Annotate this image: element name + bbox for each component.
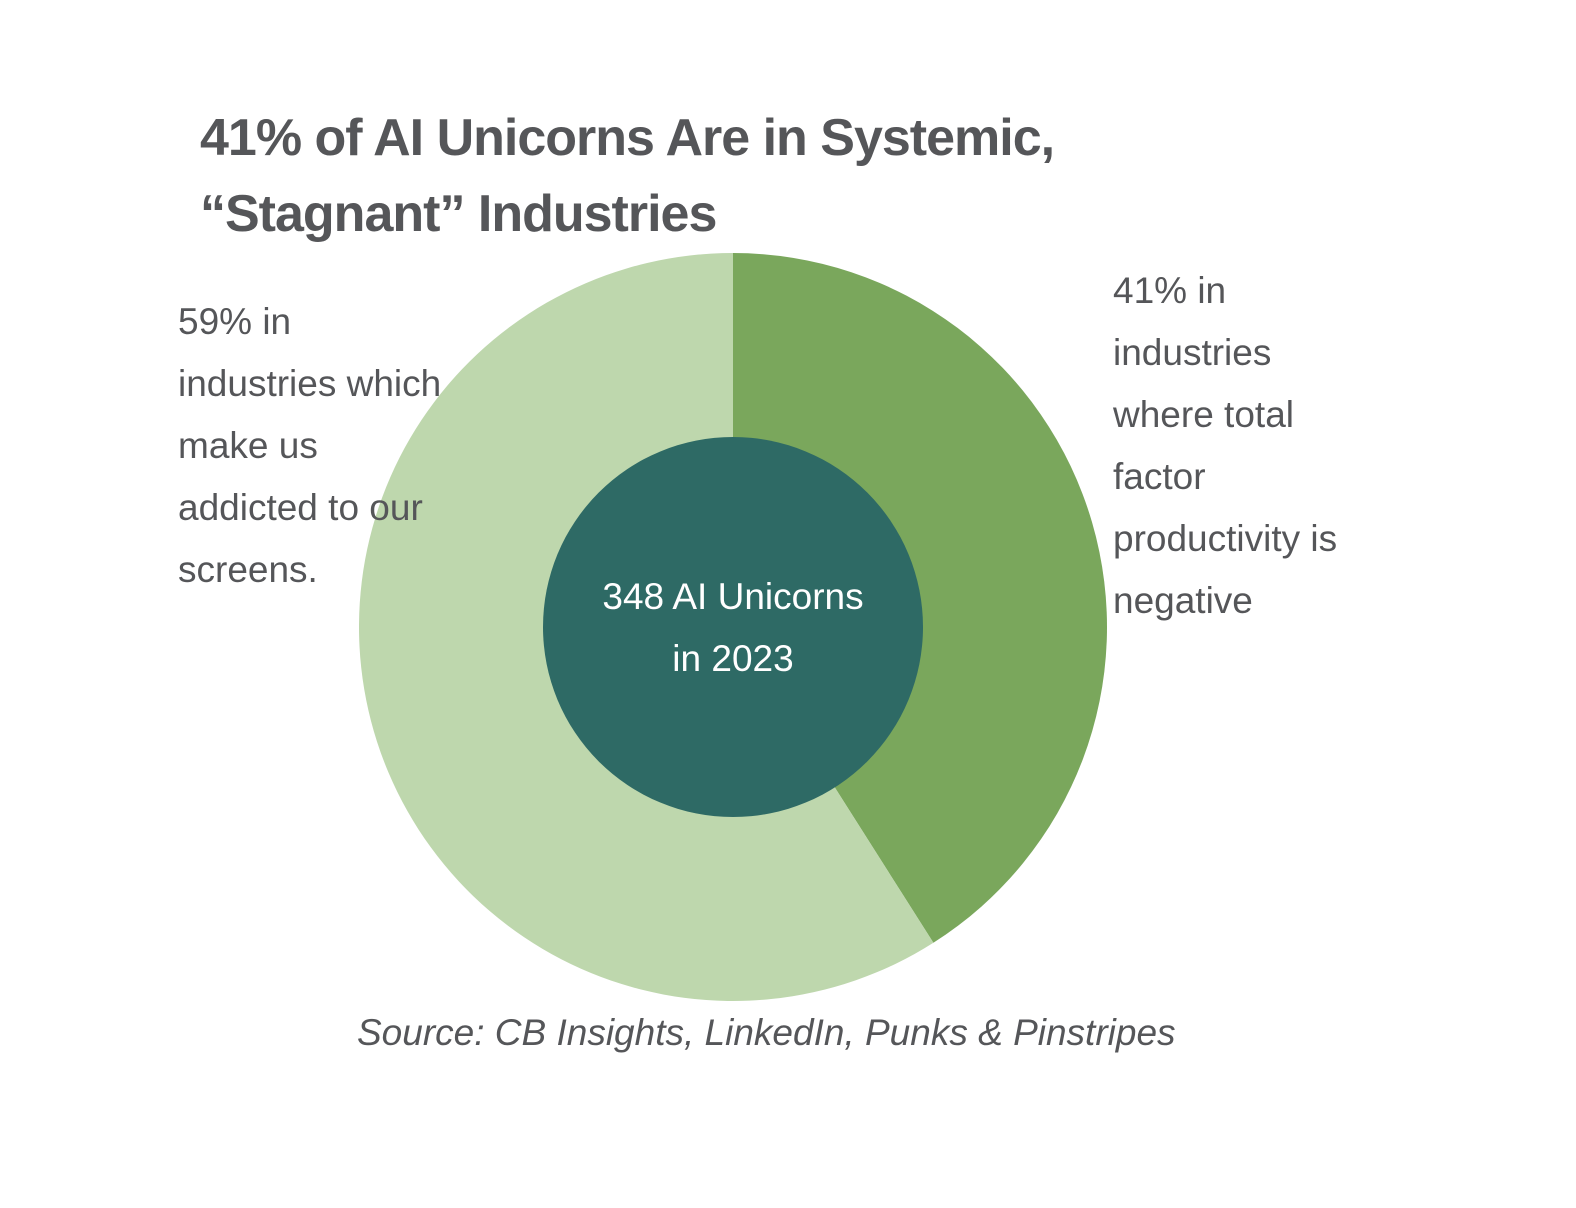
slice-label-negative-tfp-line-1: 41% in (1113, 270, 1227, 311)
slice-label-negative-tfp-line-3: where total (1113, 394, 1294, 435)
slice-label-screens-line-3: make us (178, 425, 318, 466)
donut-center-circle (543, 437, 923, 817)
slice-label-negative-tfp-line-4: factor (1113, 456, 1206, 497)
donut-center-label-line-2: in 2023 (672, 638, 794, 679)
slice-label-screens-line-5: screens. (178, 549, 318, 590)
slice-label-screens-line-2: industries which (178, 363, 442, 404)
slice-label-screens: 59% in industries which make us addicted… (178, 291, 441, 601)
donut-center-label-line-1: 348 AI Unicorns (602, 576, 864, 617)
slice-label-negative-tfp: 41% in industries where total factor pro… (1113, 260, 1337, 632)
chart-title-line-1: 41% of AI Unicorns Are in Systemic, (200, 109, 1055, 167)
donut-center-label: 348 AI Unicorns in 2023 (583, 566, 883, 690)
slice-label-screens-line-4: addicted to our (178, 487, 423, 528)
source-note: Source: CB Insights, LinkedIn, Punks & P… (357, 1012, 1176, 1053)
slice-label-negative-tfp-line-5: productivity is (1113, 518, 1338, 559)
slice-label-negative-tfp-line-6: negative (1113, 580, 1253, 621)
slice-label-screens-line-1: 59% in (178, 301, 292, 342)
chart-title-line-2: “Stagnant” Industries (200, 185, 717, 243)
slice-label-negative-tfp-line-2: industries (1113, 332, 1272, 373)
chart-title: 41% of AI Unicorns Are in Systemic, “Sta… (200, 100, 1100, 252)
